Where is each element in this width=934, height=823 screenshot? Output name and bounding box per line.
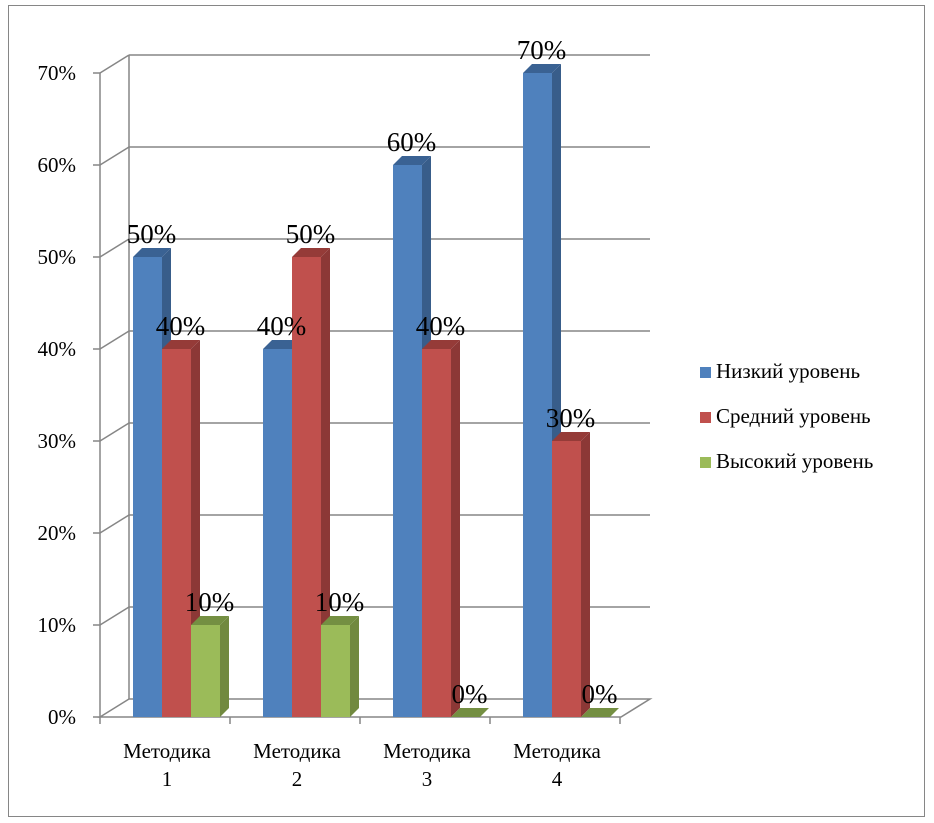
bar-top xyxy=(552,432,590,441)
bar-front xyxy=(523,73,552,717)
bar-top xyxy=(263,340,301,349)
chart-frame xyxy=(8,5,925,817)
y-tick-label: 60% xyxy=(38,153,77,177)
bar xyxy=(191,616,229,717)
bar-top xyxy=(523,64,561,73)
legend-swatch xyxy=(700,412,711,423)
bar-top xyxy=(451,708,489,717)
x-axis-label: Методика xyxy=(123,739,211,763)
x-axis-label: 4 xyxy=(552,767,563,791)
bar-top xyxy=(292,248,330,257)
gridline-side xyxy=(99,422,130,442)
bar-side xyxy=(451,340,460,717)
y-tick-label: 10% xyxy=(38,613,77,637)
bar-top xyxy=(321,616,359,625)
y-tick-label: 40% xyxy=(38,337,77,361)
legend-swatch xyxy=(700,367,711,378)
bar xyxy=(451,708,489,717)
bar xyxy=(552,432,590,717)
x-axis-label: Методика xyxy=(383,739,471,763)
bar-top xyxy=(393,156,431,165)
bar-side xyxy=(581,432,590,717)
gridline-side xyxy=(99,54,130,74)
legend-label: Высокий уровень xyxy=(716,449,873,473)
bar-top xyxy=(422,340,460,349)
bar-front xyxy=(292,257,321,717)
bar xyxy=(422,340,460,717)
bar-top xyxy=(191,616,229,625)
bar-side xyxy=(321,248,330,717)
data-label: 50% xyxy=(286,219,336,249)
bar-top xyxy=(133,248,171,257)
bar-front xyxy=(422,349,451,717)
y-axis-ticks: 0% 10% 20% 30% 40% 50% 60% 70% xyxy=(38,61,77,729)
bar xyxy=(321,616,359,717)
y-tick-label: 70% xyxy=(38,61,77,85)
bars xyxy=(133,64,619,717)
x-axis-labels: Методика 1 Методика 2 Методика 3 Методика 4 xyxy=(123,739,601,791)
gridline-side xyxy=(99,238,130,258)
bar-front xyxy=(162,349,191,717)
data-label: 0% xyxy=(582,679,618,709)
bar-front xyxy=(133,257,162,717)
bar-top xyxy=(162,340,200,349)
data-labels: 50% 40% 10% 40% 50% 10% 60% 40% 0% 70% 30% 0% xyxy=(127,35,618,709)
data-label: 10% xyxy=(315,587,365,617)
legend-label: Низкий уровень xyxy=(716,359,860,383)
y-tick-label: 50% xyxy=(38,245,77,269)
x-axis-label: 2 xyxy=(292,767,303,791)
bar-top xyxy=(581,708,619,717)
legend: Низкий уровень Средний уровень Высокий уро… xyxy=(700,359,873,473)
legend-swatch xyxy=(700,457,711,468)
bar xyxy=(162,340,200,717)
bar-front xyxy=(191,625,220,717)
x-axis-label: 3 xyxy=(422,767,433,791)
bar-side xyxy=(350,616,359,717)
data-label: 10% xyxy=(185,587,235,617)
bar-front xyxy=(263,349,292,717)
data-label: 0% xyxy=(452,679,488,709)
y-tick-label: 30% xyxy=(38,429,77,453)
bar-front xyxy=(321,625,350,717)
x-axis-label: 1 xyxy=(162,767,173,791)
bar-side xyxy=(220,616,229,717)
bar xyxy=(523,64,561,717)
data-label: 40% xyxy=(257,311,307,341)
legend-label: Средний уровень xyxy=(716,404,871,428)
gridline-side xyxy=(99,146,130,166)
data-label: 60% xyxy=(387,127,437,157)
x-axis-label: Методика xyxy=(513,739,601,763)
bar xyxy=(581,708,619,717)
y-tick-label: 0% xyxy=(48,705,76,729)
gridline-side xyxy=(99,606,130,626)
bar xyxy=(292,248,330,717)
gridline-side xyxy=(99,330,130,350)
bar-front xyxy=(393,165,422,717)
data-label: 40% xyxy=(156,311,206,341)
data-label: 50% xyxy=(127,219,177,249)
data-label: 40% xyxy=(416,311,466,341)
gridline-side xyxy=(99,514,130,534)
x-axis-label: Методика xyxy=(253,739,341,763)
data-label: 70% xyxy=(517,35,567,65)
data-label: 30% xyxy=(546,403,596,433)
bar-front xyxy=(552,441,581,717)
y-tick-label: 20% xyxy=(38,521,77,545)
